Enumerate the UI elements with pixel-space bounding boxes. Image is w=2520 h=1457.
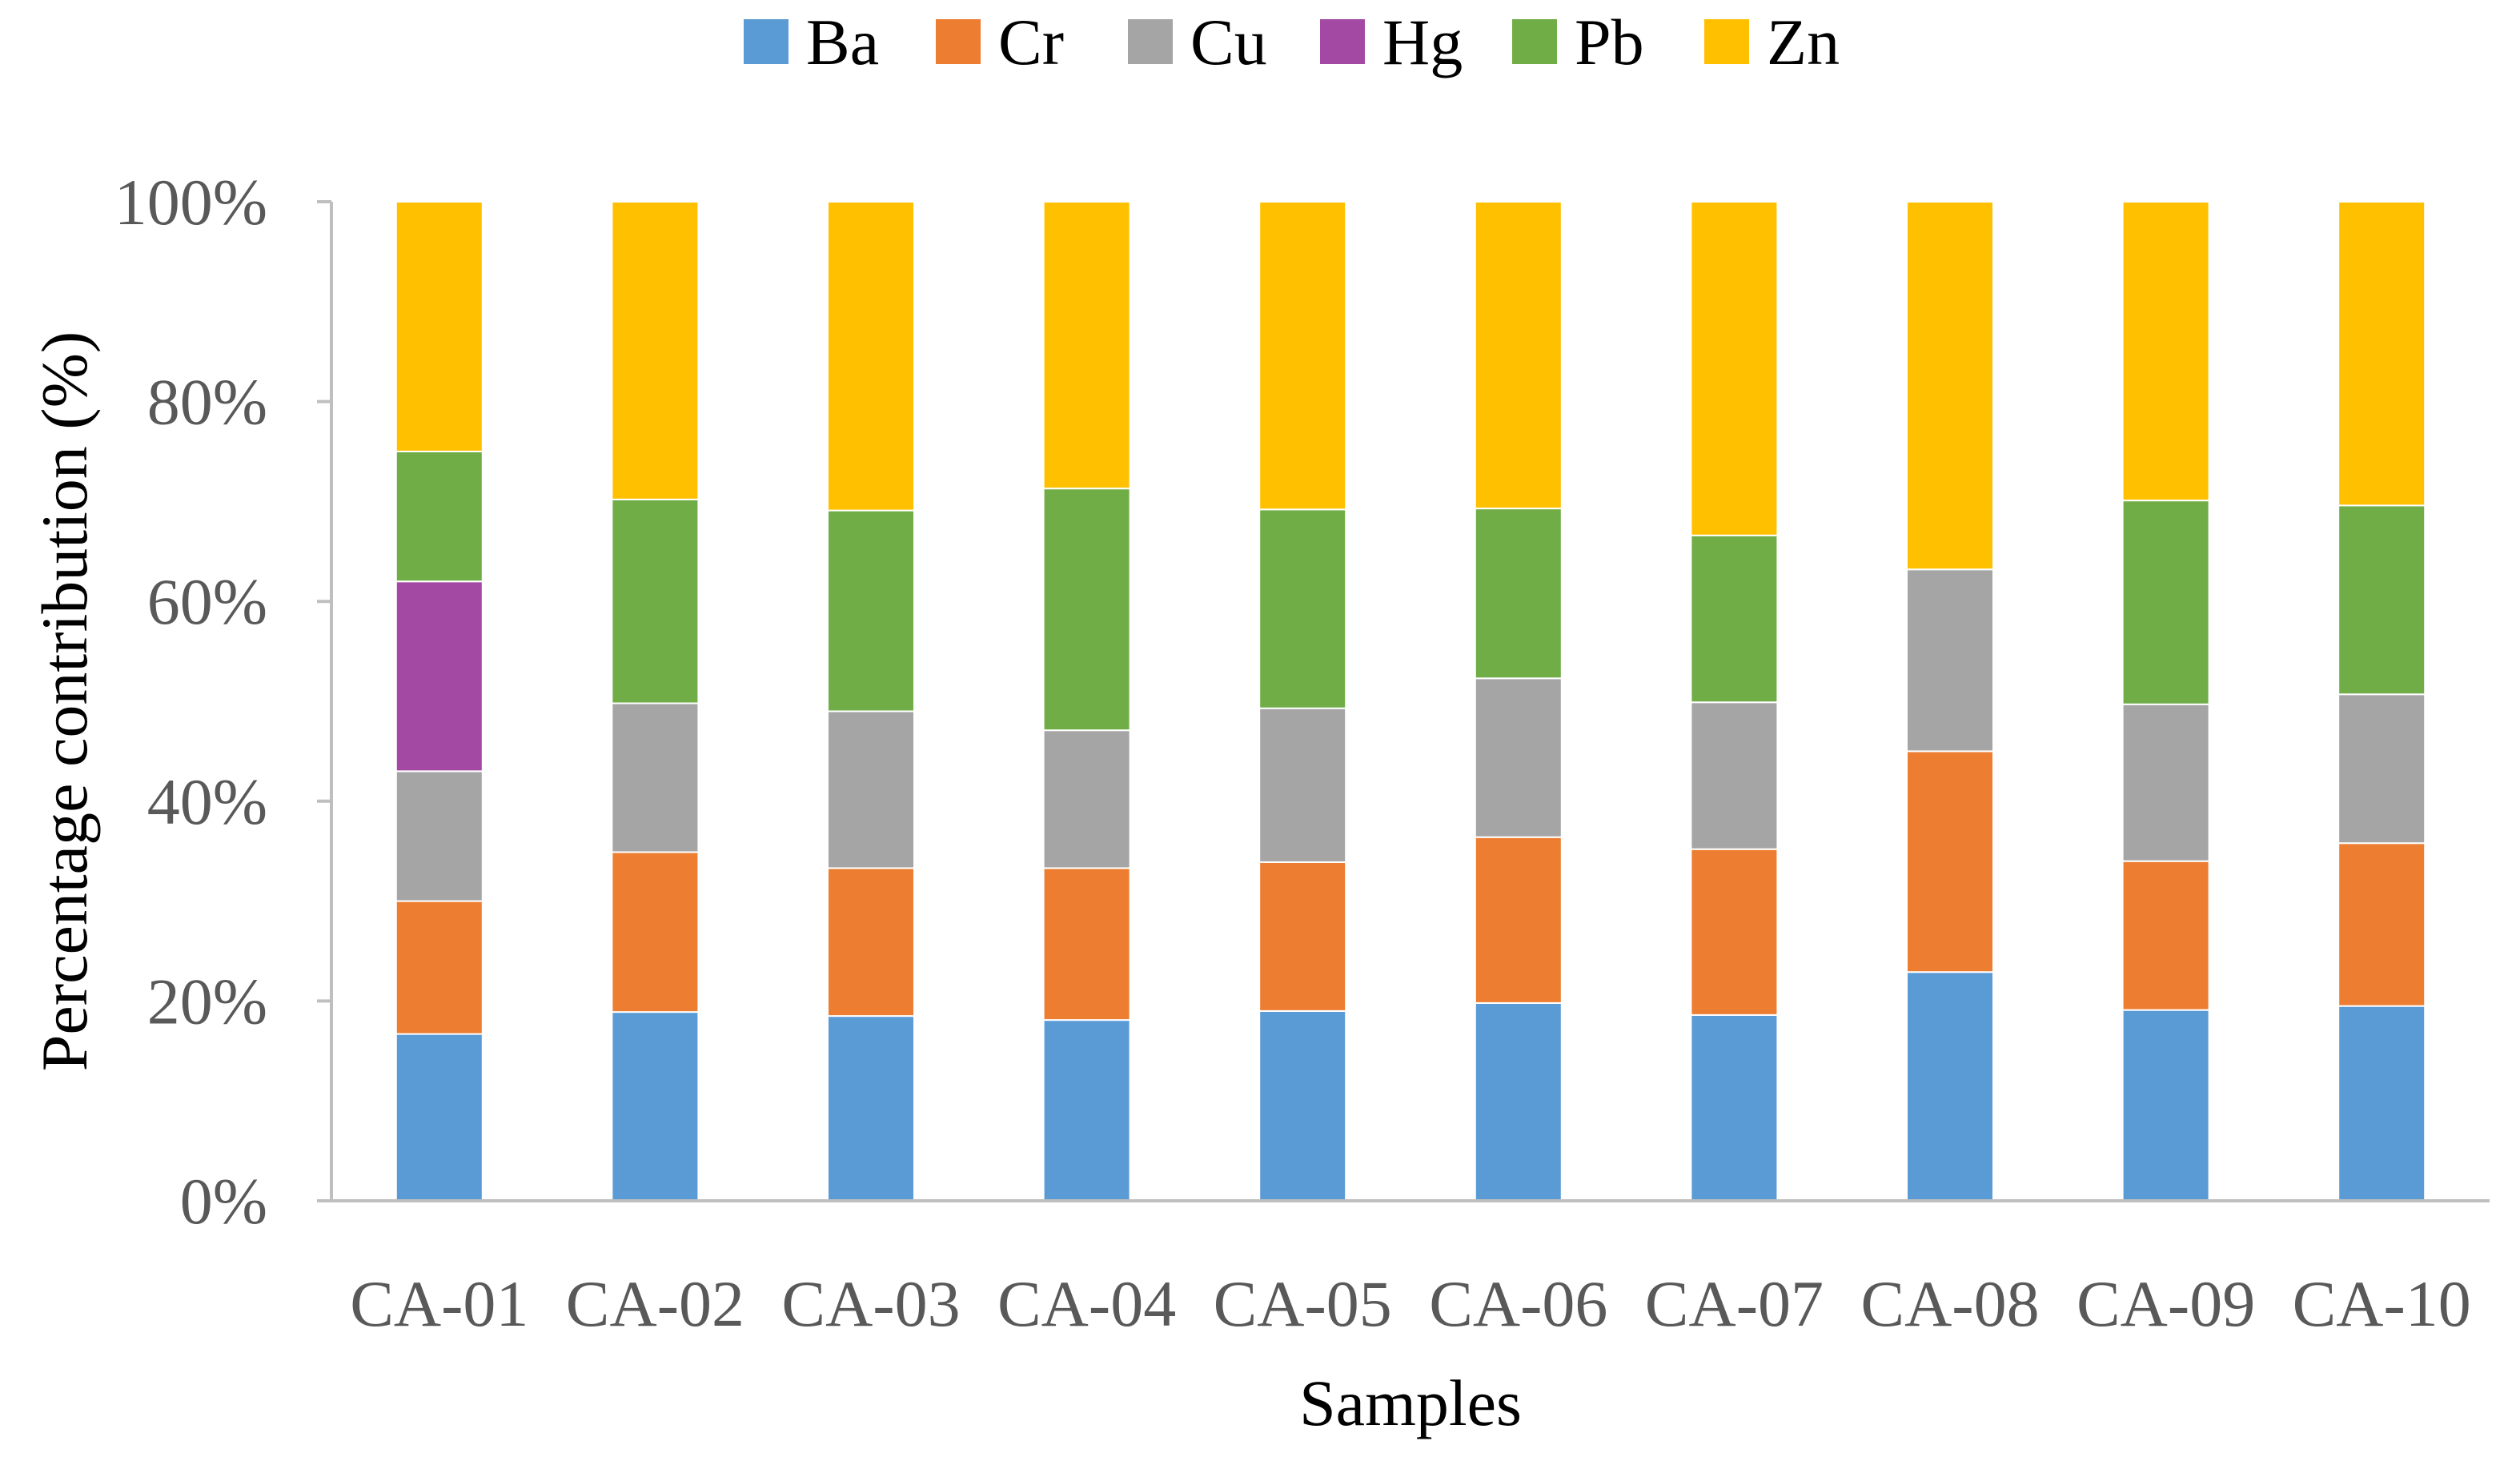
bar-segment-cu [395, 770, 484, 902]
bar-segment-cu [1906, 568, 1994, 753]
legend-swatch-zn [1704, 19, 1749, 64]
x-tick-label: CA-02 [566, 1267, 744, 1340]
bar-segment-pb [2337, 504, 2426, 696]
y-tick-label: 100% [114, 166, 267, 239]
bar-segment-ba [1690, 1013, 1779, 1202]
bar-segment-pb [1258, 508, 1347, 709]
legend-label-ba: Ba [806, 6, 879, 78]
bar-segment-zn [1906, 201, 1994, 571]
bar-segment-cu [2121, 703, 2210, 862]
x-tick-label: CA-01 [350, 1267, 528, 1340]
bar-segment-ba [827, 1015, 915, 1202]
bar-segment-ba [611, 1011, 700, 1202]
bar-segment-cu [827, 710, 915, 869]
legend-label-hg: Hg [1382, 6, 1463, 78]
bar-segment-zn [2121, 201, 2210, 502]
y-tick-label: 40% [147, 765, 267, 838]
bar-segment-pb [611, 498, 700, 704]
legend-label-pb: Pb [1575, 6, 1644, 78]
bar-segment-ba [1906, 971, 1994, 1202]
bar-segment-ba [395, 1033, 484, 1202]
legend-swatch-pb [1512, 19, 1557, 64]
legend-label-cu: Cu [1190, 6, 1267, 78]
bar-segment-zn [1258, 201, 1347, 511]
legend: Ba Cr Cu Hg Pb Zn [744, 6, 1840, 78]
legend-swatch-cr [936, 19, 981, 64]
bar-segment-cu [611, 702, 700, 853]
bar-segment-cu [1042, 729, 1131, 869]
x-tick-label: CA-03 [781, 1267, 960, 1340]
bars [395, 201, 2426, 1202]
bar-segment-ba [2337, 1005, 2426, 1202]
bar-segment-cu [1258, 707, 1347, 863]
bar-segment-zn [395, 201, 484, 452]
bar-segment-cr [1906, 750, 1994, 973]
bar-segment-cr [1258, 861, 1347, 1012]
bar-segment-zn [827, 201, 915, 512]
x-tick-label: CA-10 [2293, 1267, 2471, 1340]
bar-segment-ba [2121, 1009, 2210, 1202]
x-axis-title: Samples [1299, 1367, 1522, 1439]
bar-segment-zn [1042, 201, 1131, 490]
x-ticks: CA-01 CA-02 CA-03 CA-04 CA-05 CA-06 CA-07 CA-08… [350, 1267, 2471, 1340]
bar-segment-cu [1474, 677, 1563, 838]
legend-swatch-ba [744, 19, 789, 64]
legend-label-cr: Cr [998, 6, 1064, 78]
x-tick-label: CA-09 [2077, 1267, 2255, 1340]
bar-segment-pb [1042, 488, 1131, 732]
x-tick-label: CA-06 [1429, 1267, 1607, 1340]
bar-segment-pb [827, 509, 915, 712]
bar-segment-cr [2121, 860, 2210, 1011]
bar-segment-zn [2337, 201, 2426, 507]
x-tick-label: CA-07 [1645, 1267, 1824, 1340]
y-tick-label: 20% [147, 965, 267, 1038]
bar-segment-ba [1474, 1001, 1563, 1202]
y-tick-label: 80% [147, 366, 267, 439]
x-tick-label: CA-05 [1214, 1267, 1392, 1340]
bar-segment-cu [2337, 693, 2426, 845]
bar-segment-ba [1042, 1019, 1131, 1202]
bar-segment-pb [1474, 508, 1563, 680]
legend-swatch-hg [1320, 19, 1365, 64]
bar-segment-ba [1258, 1009, 1347, 1202]
bar-segment-pb [395, 451, 484, 583]
bar-segment-cr [2337, 842, 2426, 1007]
bar-segment-zn [1474, 201, 1563, 510]
bar-segment-cr [611, 851, 700, 1013]
bar-segment-cr [1474, 836, 1563, 1004]
bar-segment-cr [1042, 867, 1131, 1022]
y-ticks: 0% 20% 40% 60% 80% 100% [114, 166, 331, 1238]
bar-segment-zn [611, 201, 700, 500]
y-axis-title: Percentage contribution (%) [28, 331, 101, 1071]
bar-segment-cr [827, 867, 915, 1017]
bar-segment-cu [1690, 701, 1779, 850]
y-tick-label: 60% [147, 565, 267, 638]
x-tick-label: CA-04 [997, 1267, 1176, 1340]
axes [330, 202, 2490, 1202]
bar-segment-cr [395, 900, 484, 1035]
bar-segment-zn [1690, 201, 1779, 536]
y-tick-label: 0% [180, 1165, 267, 1238]
bar-segment-pb [2121, 500, 2210, 705]
bar-segment-cr [1690, 848, 1779, 1016]
legend-swatch-cu [1128, 19, 1173, 64]
bar-segment-pb [1690, 534, 1779, 704]
bar-segment-hg [395, 580, 484, 773]
x-tick-label: CA-08 [1860, 1267, 2039, 1340]
legend-label-zn: Zn [1767, 6, 1840, 78]
